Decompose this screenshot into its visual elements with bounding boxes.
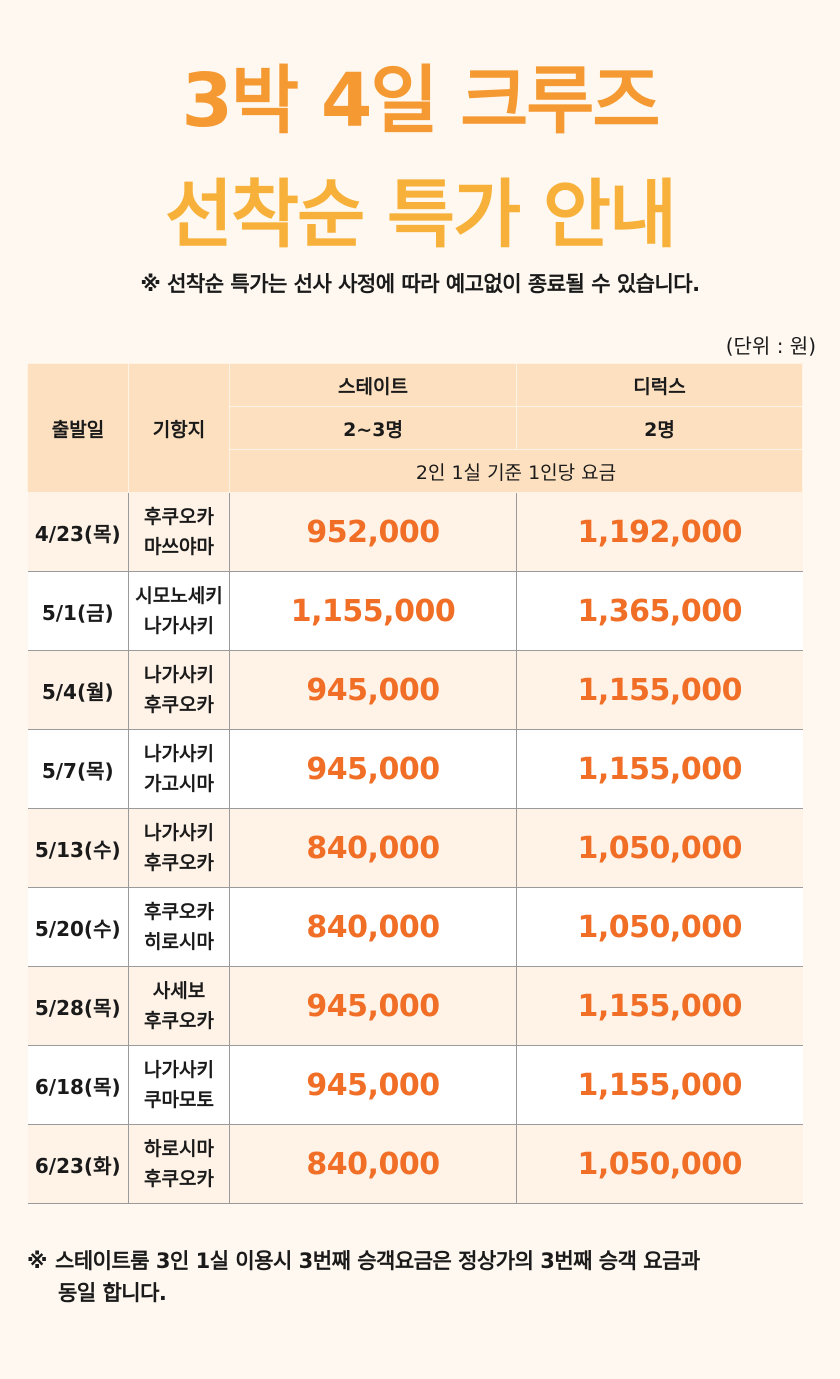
port-second: 나가사키 [144,615,214,637]
footnote-line2: 동일 합니다. [58,1281,167,1305]
departure-date: 5/28(목) [27,966,129,1046]
header-state-capacity: 2~3명 [229,406,517,450]
deluxe-price: 1,050,000 [516,887,803,967]
header-deluxe-capacity: 2명 [516,406,803,450]
deluxe-price: 1,155,000 [516,1045,803,1125]
port-first: 나가사키 [144,664,214,686]
deluxe-price: 1,050,000 [516,1124,803,1204]
port-first: 나가사키 [144,822,214,844]
footnote: ※ 스테이트룸 3인 1실 이용시 3번째 승객요금은 정상가의 3번째 승객 요… [27,1245,817,1309]
table-row: 6/18(목) 나가사키 쿠마모토 945,000 1,155,000 [27,1045,803,1125]
port-first: 나가사키 [144,1059,214,1081]
header-departure: 출발일 [27,363,129,493]
departure-date: 5/7(목) [27,729,129,809]
port-first: 하로시마 [144,1138,214,1160]
departure-date: 5/20(수) [27,887,129,967]
deluxe-price: 1,050,000 [516,808,803,888]
state-price: 1,155,000 [229,571,517,651]
departure-date: 5/13(수) [27,808,129,888]
state-price: 952,000 [229,492,517,572]
state-price: 945,000 [229,966,517,1046]
page-title-line1: 3박 4일 크루즈 [181,58,661,144]
header-destination: 기항지 [128,363,230,493]
page-title-line2: 선착순 특가 안내 [164,172,677,258]
port-second: 후쿠오카 [144,694,214,716]
footnote-line1: 스테이트룸 3인 1실 이용시 3번째 승객요금은 정상가의 3번째 승객 요금… [55,1249,700,1273]
price-table: 출발일 기항지 스테이트 디럭스 2~3명 2명 2인 1실 기준 1인당 요금… [27,363,803,1204]
port-second: 후쿠오카 [144,1168,214,1190]
deluxe-price: 1,155,000 [516,729,803,809]
deluxe-price: 1,365,000 [516,571,803,651]
port-first: 후쿠오카 [144,506,214,528]
price-table-body: 4/23(목) 후쿠오카 마쓰야마 952,000 1,192,000 5/1(금) 시모노… [27,492,803,1204]
header-deluxe: 디럭스 [516,363,803,407]
table-row: 5/20(수) 후쿠오카 히로시마 840,000 1,050,000 [27,887,803,967]
table-row: 5/28(목) 사세보 후쿠오카 945,000 1,155,000 [27,966,803,1046]
header-state: 스테이트 [229,363,517,407]
departure-date: 4/23(목) [27,492,129,572]
header-price-basis: 2인 1실 기준 1인당 요금 [229,449,803,493]
state-price: 945,000 [229,650,517,730]
state-price: 840,000 [229,808,517,888]
table-row: 5/1(금) 시모노세키 나가사키 1,155,000 1,365,000 [27,571,803,651]
state-price: 840,000 [229,887,517,967]
port-second: 히로시마 [144,931,214,953]
state-price: 840,000 [229,1124,517,1204]
table-row: 5/13(수) 나가사키 후쿠오카 840,000 1,050,000 [27,808,803,888]
table-row: 4/23(목) 후쿠오카 마쓰야마 952,000 1,192,000 [27,492,803,572]
departure-date: 5/1(금) [27,571,129,651]
departure-date: 6/23(화) [27,1124,129,1204]
deluxe-price: 1,155,000 [516,650,803,730]
port-second: 가고시마 [144,773,214,795]
state-price: 945,000 [229,1045,517,1125]
port-second: 마쓰야마 [144,536,214,558]
table-row: 6/23(화) 하로시마 후쿠오카 840,000 1,050,000 [27,1124,803,1204]
departure-date: 5/4(월) [27,650,129,730]
deluxe-price: 1,192,000 [516,492,803,572]
state-price: 945,000 [229,729,517,809]
port-first: 사세보 [152,980,206,1002]
deluxe-price: 1,155,000 [516,966,803,1046]
port-second: 후쿠오카 [144,1010,214,1032]
port-first: 후쿠오카 [144,901,214,923]
table-row: 5/7(목) 나가사키 가고시마 945,000 1,155,000 [27,729,803,809]
port-first: 시모노세키 [135,585,223,607]
port-second: 쿠마모토 [144,1089,214,1111]
departure-date: 6/18(목) [27,1045,129,1125]
footnote-mark: ※ [27,1249,47,1273]
port-first: 나가사키 [144,743,214,765]
early-bird-notice: ※ 선착순 특가는 선사 사정에 따라 예고없이 종료될 수 있습니다. [140,272,700,296]
currency-unit-label: (단위 : 원) [725,334,816,358]
table-row: 5/4(월) 나가사키 후쿠오카 945,000 1,155,000 [27,650,803,730]
port-second: 후쿠오카 [144,852,214,874]
